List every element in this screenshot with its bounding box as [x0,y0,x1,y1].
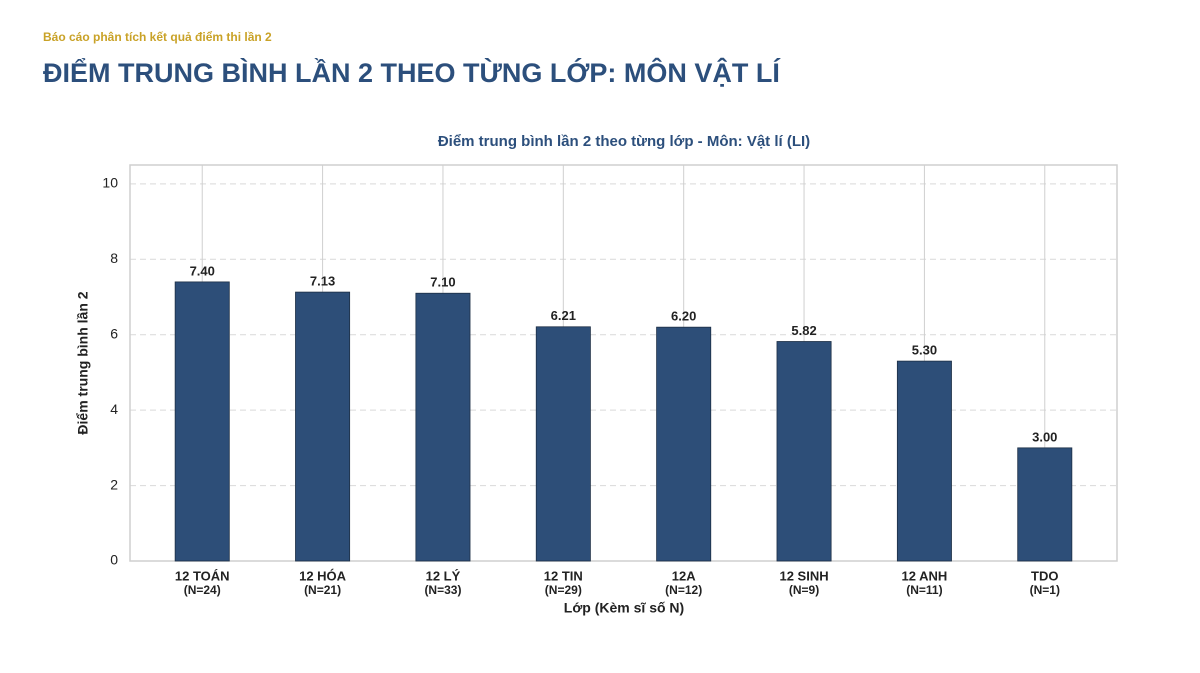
x-tick-label: 12 ANH [902,568,948,583]
y-tick-label: 4 [110,401,118,417]
y-tick-label: 10 [102,175,118,191]
x-tick-label: 12 SINH [779,568,828,583]
value-label: 5.30 [912,343,937,358]
bar [776,341,832,562]
page-title: ĐIỂM TRUNG BÌNH LẦN 2 THEO TỪNG LỚP: MÔN… [43,58,780,88]
value-label: 6.21 [551,308,576,323]
value-label: 3.00 [1032,429,1057,444]
x-tick-label: 12 HÓA [299,568,347,583]
bar [415,292,471,562]
value-label: 7.40 [190,263,215,278]
plot-frame [129,164,1118,562]
x-tick-label: 12A [672,568,696,583]
x-tick-note: (N=21) [304,583,341,597]
x-tick-note: (N=1) [1030,583,1060,597]
x-tick-note: (N=12) [665,583,702,597]
x-axis-label: Lớp (Kèm sĩ số N) [564,600,684,616]
value-label: 6.20 [671,309,696,324]
x-tick-label: 12 TOÁN [175,568,230,583]
value-label: 5.82 [791,323,816,338]
bar [535,326,591,562]
y-tick-label: 2 [110,476,118,492]
y-axis-label: Điểm trung bình lần 2 [75,291,91,434]
bar [656,326,712,562]
bar [295,291,351,562]
x-tick-label: 12 LÝ [426,568,461,583]
x-tick-note: (N=29) [545,583,582,597]
x-tick-label: 12 TIN [544,568,583,583]
subtitle: Báo cáo phân tích kết quả điểm thi lần 2 [43,30,272,44]
x-tick-note: (N=33) [424,583,461,597]
value-label: 7.13 [310,274,335,289]
x-tick-label: TDO [1031,568,1058,583]
y-tick-label: 8 [110,250,118,266]
bar [174,281,230,562]
y-tick-label: 6 [110,325,118,341]
y-tick-label: 0 [110,552,118,568]
x-tick-note: (N=11) [906,583,942,597]
bar [1017,447,1073,562]
chart-title: Điểm trung bình lần 2 theo từng lớp - Mô… [438,133,810,150]
value-label: 7.10 [430,275,455,290]
x-tick-note: (N=9) [789,583,819,597]
bar [896,360,952,562]
x-tick-note: (N=24) [184,583,221,597]
